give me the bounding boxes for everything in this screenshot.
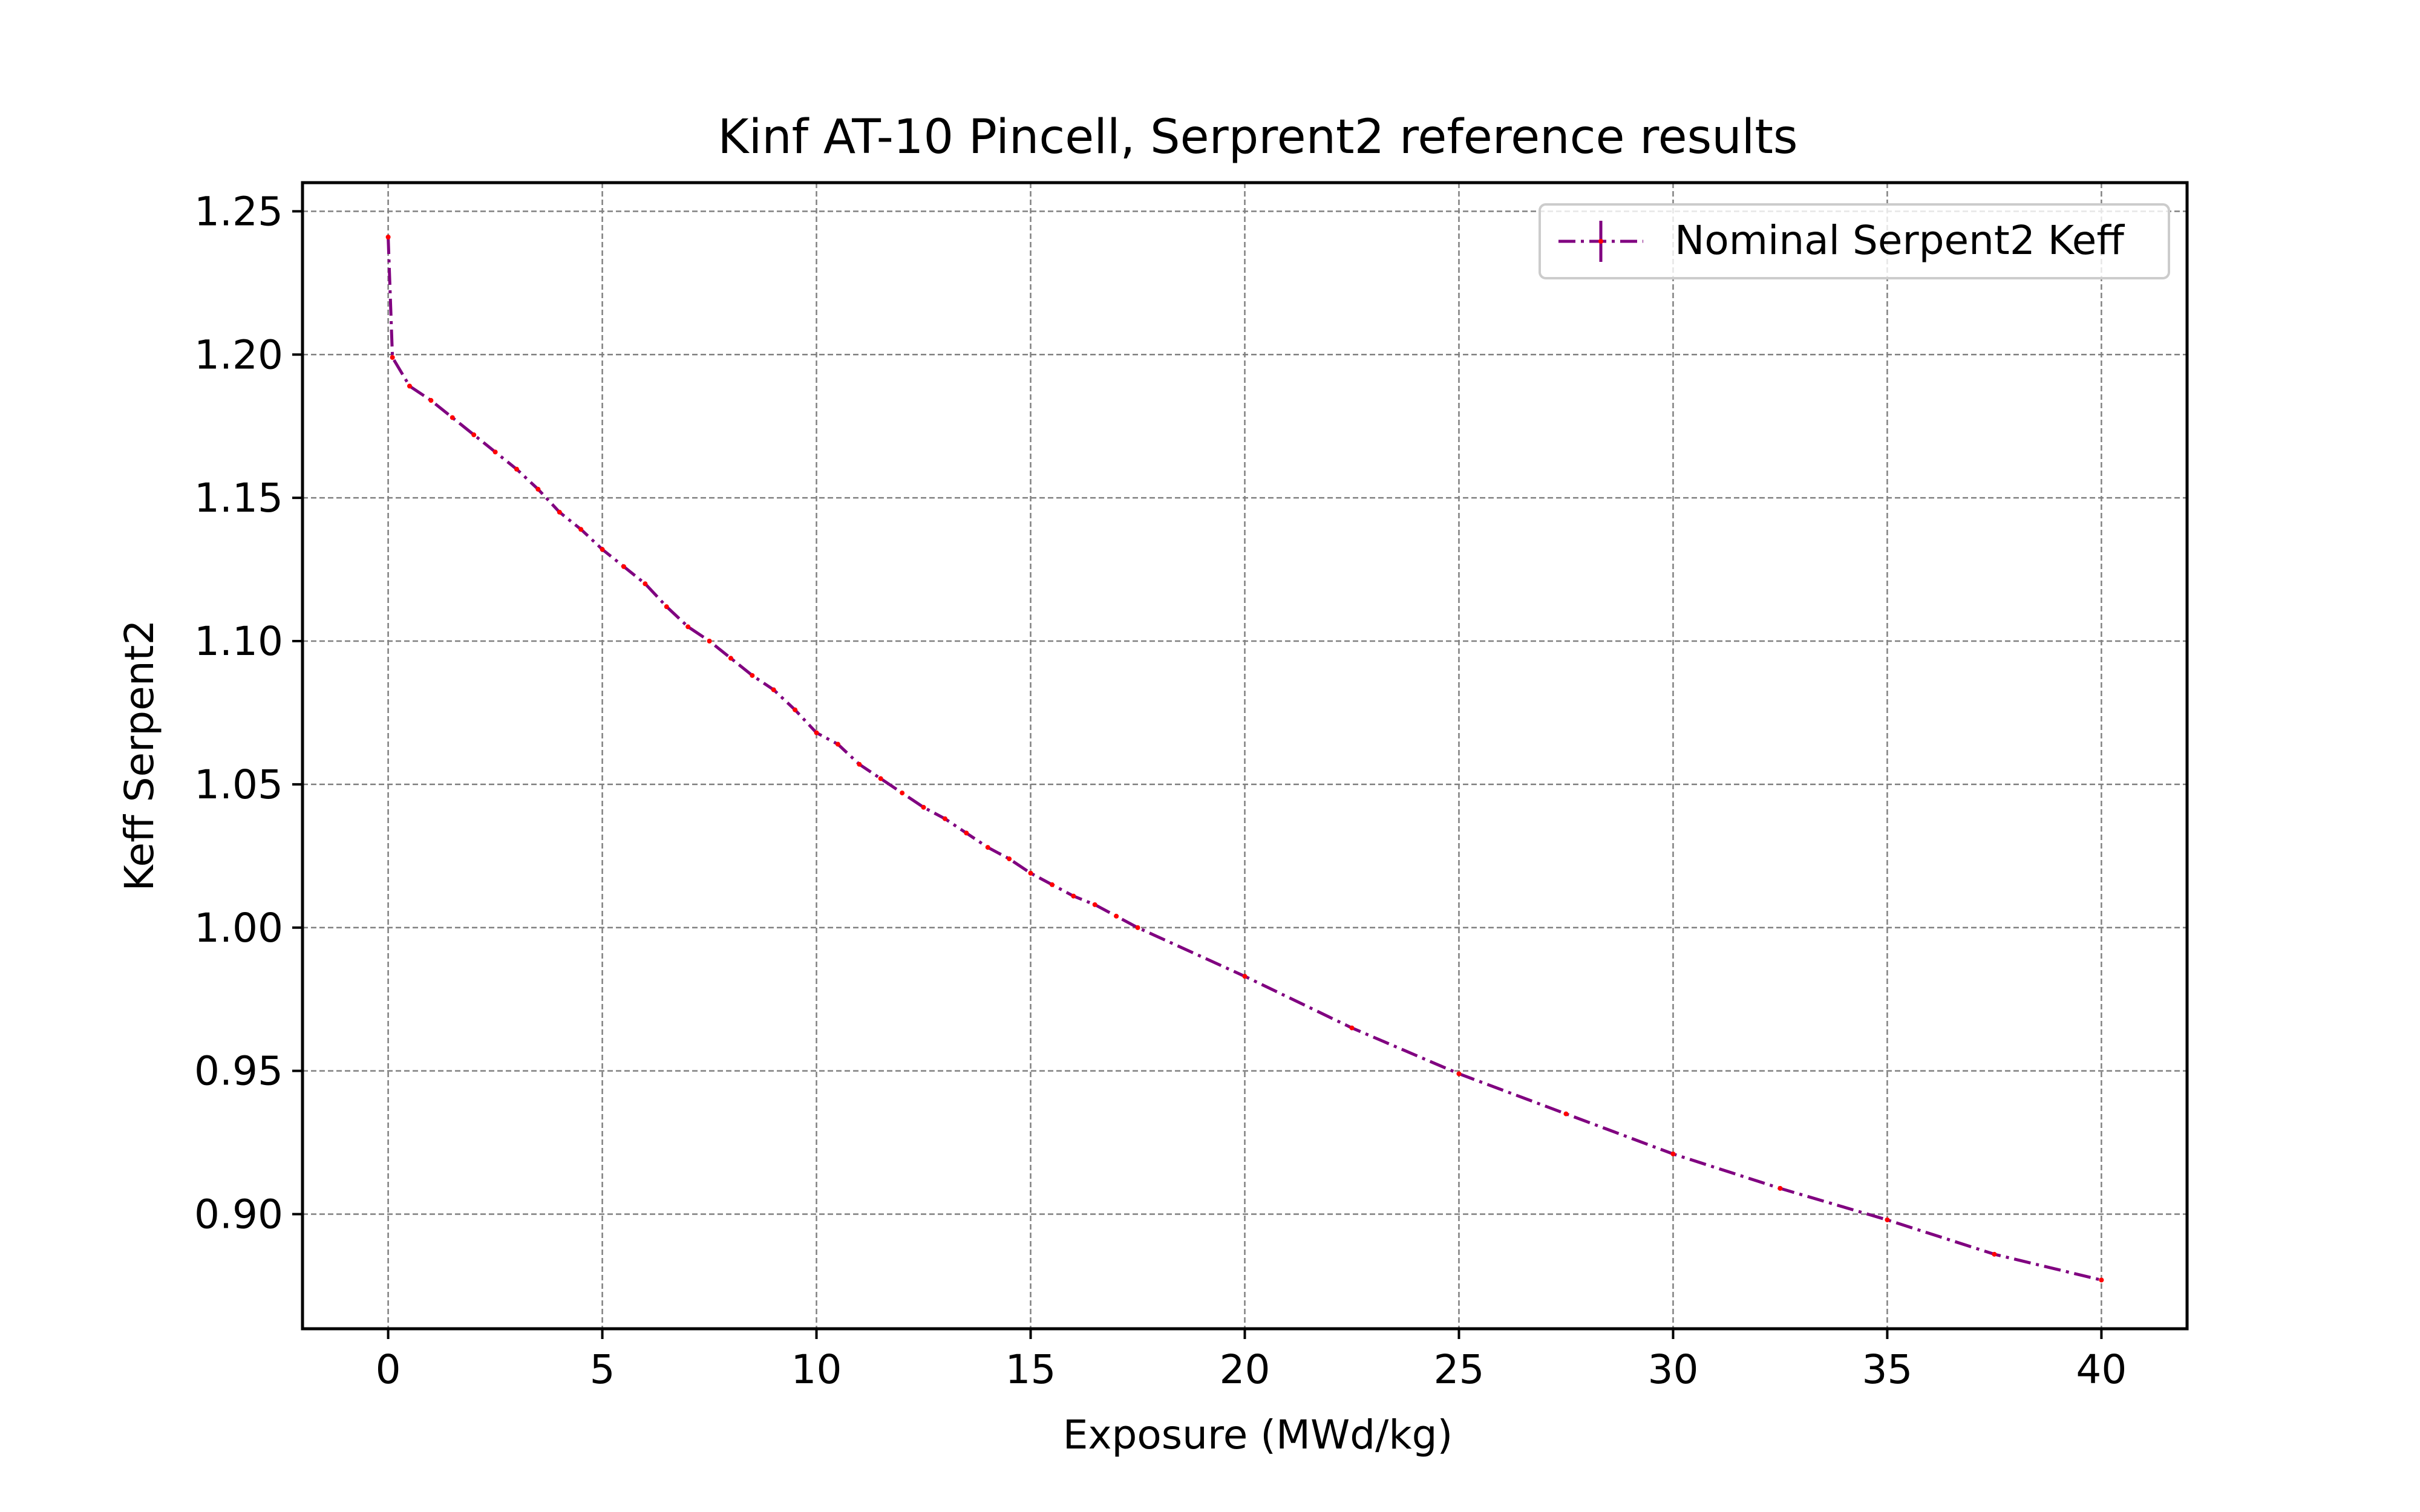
x-tick-label: 5 — [590, 1346, 615, 1393]
data-point — [385, 235, 391, 240]
data-point — [921, 804, 926, 810]
x-tick-label: 40 — [2076, 1346, 2127, 1393]
data-point — [750, 673, 755, 678]
x-tick-label: 20 — [1220, 1346, 1270, 1393]
data-point — [535, 486, 541, 492]
data-point — [900, 790, 905, 796]
data-point — [1049, 882, 1055, 887]
data-point — [1242, 974, 1248, 979]
data-point — [857, 761, 862, 767]
data-point — [1114, 913, 1119, 919]
x-tick-label: 0 — [376, 1346, 401, 1393]
data-point — [428, 398, 434, 403]
legend-label: Nominal Serpent2 Keff — [1675, 217, 2125, 264]
data-point — [728, 656, 733, 661]
data-point — [1349, 1025, 1355, 1031]
legend-swatch-marker — [1598, 239, 1603, 244]
y-tick-label: 1.20 — [194, 331, 283, 378]
data-point — [985, 845, 990, 850]
y-tick-label: 1.25 — [194, 188, 283, 235]
y-tick-label: 1.00 — [194, 905, 283, 951]
data-point — [1777, 1185, 1783, 1191]
x-axis-ticks: 0 5 10 15 20 25 30 35 40 — [376, 1329, 2127, 1393]
y-tick-label: 1.15 — [194, 475, 283, 521]
data-point — [1135, 925, 1140, 930]
chart-title: Kinf AT-10 Pincell, Serprent2 reference … — [718, 110, 1797, 165]
data-point — [1670, 1152, 1676, 1157]
data-point — [771, 687, 776, 692]
data-point — [814, 730, 819, 735]
data-point — [557, 509, 562, 515]
x-tick-label: 30 — [1647, 1346, 1698, 1393]
data-point — [878, 776, 883, 781]
data-point — [1071, 893, 1076, 899]
series-layer — [385, 235, 2104, 1283]
data-point — [664, 604, 669, 610]
data-point — [578, 527, 584, 532]
data-point — [471, 432, 477, 437]
x-axis-label: Exposure (MWd/kg) — [1063, 1412, 1453, 1458]
legend-box — [1539, 203, 2170, 279]
y-axis-ticks: 0.90 0.95 1.00 1.05 1.10 1.15 1.20 1.25 — [194, 188, 302, 1238]
data-point — [407, 383, 412, 389]
data-point — [390, 354, 395, 360]
x-tick-label: 35 — [1862, 1346, 1912, 1393]
data-point — [1007, 856, 1012, 862]
data-point — [793, 707, 798, 712]
data-point — [707, 639, 712, 644]
x-tick-label: 10 — [791, 1346, 842, 1393]
data-point — [835, 741, 840, 747]
y-tick-label: 1.10 — [194, 618, 283, 665]
data-point — [492, 449, 498, 455]
series-line — [387, 236, 2102, 1282]
y-tick-label: 0.95 — [194, 1048, 283, 1095]
y-axis-label: Keff Serpent2 — [116, 620, 163, 891]
data-point — [964, 830, 969, 836]
data-point — [1028, 870, 1033, 876]
data-point — [600, 547, 605, 552]
data-point — [1885, 1217, 1890, 1222]
data-point — [2099, 1277, 2104, 1283]
data-point — [1456, 1071, 1462, 1077]
data-point — [685, 624, 691, 630]
data-point — [450, 415, 455, 420]
x-tick-label: 25 — [1433, 1346, 1484, 1393]
data-point — [1992, 1251, 1997, 1257]
data-point — [514, 466, 519, 472]
x-tick-label: 15 — [1006, 1346, 1056, 1393]
y-tick-label: 0.90 — [194, 1191, 283, 1238]
data-point — [1563, 1111, 1569, 1116]
data-point — [942, 816, 947, 821]
legend: Nominal Serpent2 Keff — [1539, 203, 2170, 279]
data-point — [621, 564, 626, 569]
y-tick-label: 1.05 — [194, 761, 283, 808]
data-point — [643, 581, 648, 587]
data-point — [1092, 902, 1097, 907]
